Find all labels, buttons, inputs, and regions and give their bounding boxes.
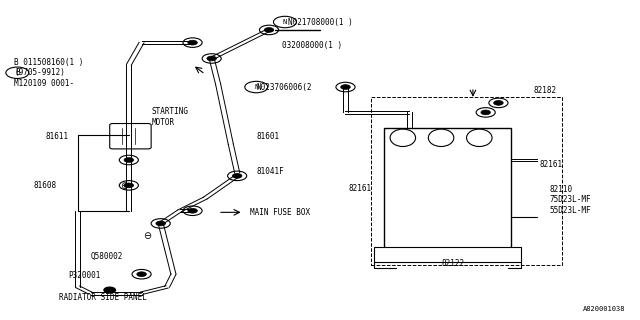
Text: N: N: [283, 19, 287, 25]
Circle shape: [188, 208, 197, 213]
Text: 82161: 82161: [540, 160, 563, 169]
Circle shape: [137, 272, 147, 276]
Text: N: N: [254, 84, 259, 90]
Text: 81041F: 81041F: [256, 167, 284, 176]
Text: 032008000(1 ): 032008000(1 ): [282, 41, 342, 50]
Circle shape: [340, 85, 350, 89]
Bar: [371, 97, 562, 265]
Circle shape: [104, 287, 115, 293]
Text: B: B: [15, 68, 20, 77]
Text: 81601: 81601: [256, 132, 280, 141]
Text: 81608: 81608: [33, 181, 56, 190]
Text: MAIN FUSE BOX: MAIN FUSE BOX: [250, 208, 310, 217]
FancyBboxPatch shape: [109, 124, 151, 149]
Text: STARTING
MOTOR: STARTING MOTOR: [151, 108, 188, 127]
Text: 82182: 82182: [534, 86, 557, 95]
Text: $\ominus$: $\ominus$: [143, 230, 152, 241]
Text: $\oplus$: $\oplus$: [120, 180, 129, 191]
Circle shape: [207, 56, 216, 61]
Text: Q580002: Q580002: [91, 252, 123, 261]
Text: 81611: 81611: [46, 132, 69, 141]
Text: 82110
75D23L-MF
55D23L-MF: 82110 75D23L-MF 55D23L-MF: [549, 185, 591, 214]
Circle shape: [124, 132, 134, 137]
Bar: [384, 128, 511, 249]
Text: 82161: 82161: [349, 184, 372, 193]
Circle shape: [481, 110, 490, 115]
Text: N023706006(2: N023706006(2: [256, 83, 312, 92]
Bar: [374, 247, 521, 261]
Text: RADIATOR SIDE PANEL: RADIATOR SIDE PANEL: [59, 293, 147, 302]
Circle shape: [156, 221, 166, 226]
Text: 82122: 82122: [441, 259, 464, 268]
Circle shape: [124, 183, 134, 188]
Text: A820001038: A820001038: [584, 306, 626, 312]
Circle shape: [493, 100, 503, 105]
Circle shape: [188, 40, 197, 45]
Circle shape: [264, 28, 274, 32]
Circle shape: [232, 173, 242, 178]
Circle shape: [124, 158, 134, 162]
Text: N021708000(1 ): N021708000(1 ): [288, 18, 353, 27]
Text: B 011508160(1 )
(9705-9912)
M120109 0001-: B 011508160(1 ) (9705-9912) M120109 0001…: [14, 58, 83, 88]
Text: P320001: P320001: [68, 271, 100, 280]
